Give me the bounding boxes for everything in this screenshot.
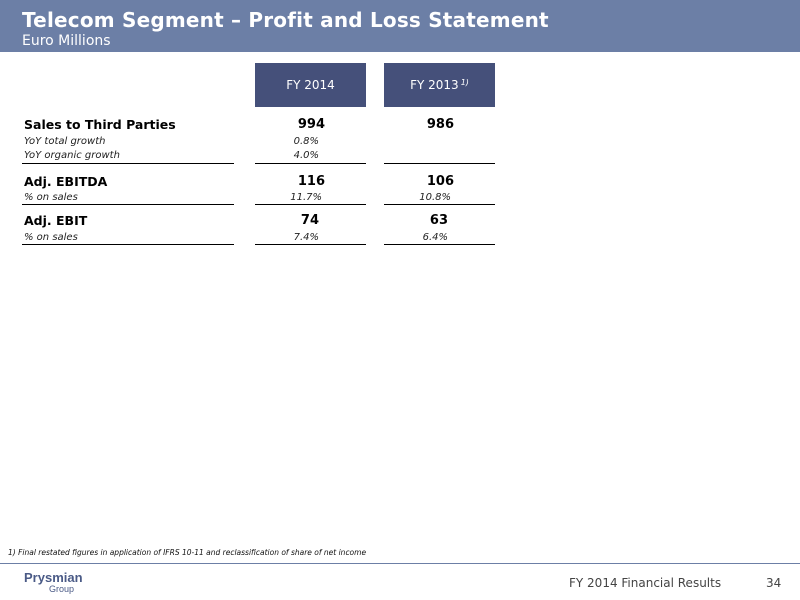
value-ebitda-margin-fy2013: 10.8% — [419, 192, 451, 203]
column-header-fy2014-label: FY 2014 — [286, 78, 335, 92]
divider — [255, 244, 366, 245]
logo-text-prysmian: Prysmian — [24, 570, 83, 585]
divider — [384, 204, 495, 205]
value-yoy-total-growth-fy2014: 0.8% — [293, 136, 319, 147]
page-number: 34 — [766, 576, 782, 590]
row-label-yoy-total-growth: YoY total growth — [24, 136, 106, 147]
logo-text-group: Group — [49, 584, 75, 594]
row-label-ebitda-margin: % on sales — [24, 192, 78, 203]
column-header-fy2013-label: FY 2013 — [410, 78, 459, 92]
row-label-adj-ebitda: Adj. EBITDA — [24, 174, 108, 189]
divider — [22, 244, 234, 245]
value-sales-fy2013: 986 — [426, 117, 454, 132]
divider — [22, 163, 234, 164]
footer-title: FY 2014 Financial Results — [569, 576, 722, 590]
value-adj-ebitda-fy2013: 106 — [426, 174, 454, 189]
divider — [384, 244, 495, 245]
footer-divider — [0, 563, 800, 564]
company-logo: Prysmian Group — [24, 571, 83, 594]
value-adj-ebit-fy2014: 74 — [300, 213, 319, 228]
column-header-fy2013: FY 2013 1) — [384, 63, 495, 107]
row-label-sales: Sales to Third Parties — [24, 117, 176, 132]
divider — [384, 163, 495, 164]
column-header-fy2014: FY 2014 — [255, 63, 366, 107]
row-label-adj-ebit: Adj. EBIT — [24, 213, 88, 228]
value-ebit-margin-fy2013: 6.4% — [422, 232, 448, 243]
value-ebit-margin-fy2014: 7.4% — [293, 232, 319, 243]
value-adj-ebit-fy2013: 63 — [429, 213, 448, 228]
divider — [255, 204, 366, 205]
page-title: Telecom Segment – Profit and Loss Statem… — [22, 8, 549, 32]
footnote-marker: 1) — [460, 77, 469, 87]
value-sales-fy2014: 994 — [297, 117, 325, 132]
value-adj-ebitda-fy2014: 116 — [297, 174, 325, 189]
value-yoy-organic-growth-fy2014: 4.0% — [293, 150, 319, 161]
divider — [255, 163, 366, 164]
value-ebitda-margin-fy2014: 11.7% — [290, 192, 322, 203]
divider — [22, 204, 234, 205]
row-label-yoy-organic-growth: YoY organic growth — [24, 150, 120, 161]
row-label-ebit-margin: % on sales — [24, 232, 78, 243]
page-subtitle: Euro Millions — [22, 33, 111, 49]
header-bar: Telecom Segment – Profit and Loss Statem… — [0, 0, 800, 52]
footnote: 1) Final restated figures in application… — [8, 548, 367, 557]
